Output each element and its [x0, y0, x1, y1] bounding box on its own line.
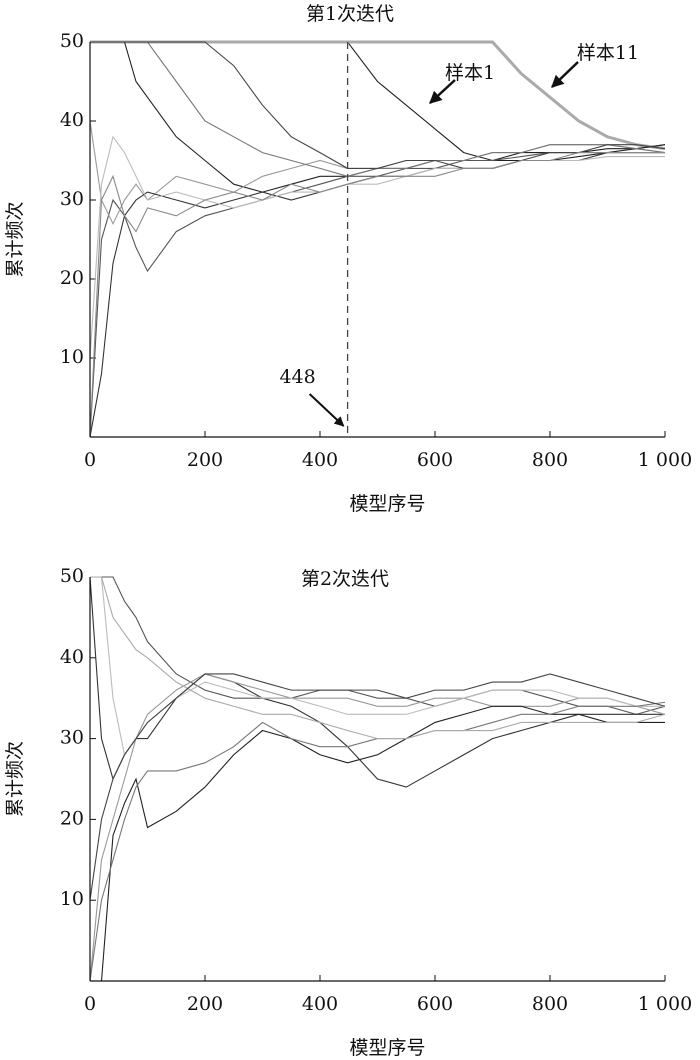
- annotation: 样本1: [445, 62, 495, 84]
- lines: [90, 576, 665, 981]
- annotation: 样本11: [577, 42, 639, 64]
- series-line: [90, 673, 665, 901]
- series-line: [90, 576, 665, 715]
- x-tick-label: 1 000: [638, 449, 692, 471]
- series-line: [90, 576, 665, 740]
- annotation-arrow: [551, 61, 579, 88]
- series-line: [90, 673, 665, 981]
- x-tick-label: 400: [302, 993, 338, 1015]
- x-tick-label: 0: [84, 993, 96, 1015]
- y-tick-label: 20: [60, 267, 84, 289]
- y-tick-label: 50: [60, 565, 84, 587]
- series-line: [90, 576, 665, 757]
- marker-arrow: [308, 393, 345, 427]
- x-axis-label: 模型序号: [349, 493, 425, 515]
- y-tick-label: 40: [60, 109, 84, 131]
- series-line: [90, 152, 665, 437]
- series-line: [90, 152, 665, 437]
- x-tick-label: 800: [532, 449, 568, 471]
- marker-label: 448: [279, 366, 315, 388]
- y-tick-label: 10: [60, 346, 84, 368]
- y-tick-label: 10: [60, 888, 84, 910]
- series-line: [90, 705, 665, 981]
- x-tick-label: 600: [417, 993, 453, 1015]
- y-tick-label: 30: [60, 188, 84, 210]
- x-tick-label: 200: [187, 449, 223, 471]
- y-tick-label: 50: [60, 30, 84, 52]
- x-tick-label: 400: [302, 449, 338, 471]
- x-tick-label: 200: [187, 993, 223, 1015]
- annotation-arrow: [429, 79, 456, 104]
- y-axis-label: 累计频次: [4, 201, 26, 277]
- y-tick-label: 40: [60, 646, 84, 668]
- series-line: [90, 41, 665, 169]
- series-line: [90, 152, 665, 437]
- chart-title: 第2次迭代: [301, 568, 389, 590]
- y-axis-label: 累计频次: [4, 741, 26, 817]
- x-tick-label: 1 000: [638, 993, 692, 1015]
- series-line: [90, 135, 665, 359]
- x-axis-label: 模型序号: [349, 1037, 425, 1059]
- x-tick-label: 0: [84, 449, 96, 471]
- x-tick-label: 800: [532, 993, 568, 1015]
- series-line: [90, 701, 665, 981]
- y-tick-label: 20: [60, 807, 84, 829]
- y-tick-label: 30: [60, 727, 84, 749]
- lines: [90, 40, 665, 437]
- series-line: [90, 41, 665, 193]
- chart-title: 第1次迭代: [306, 3, 394, 25]
- x-tick-label: 600: [417, 449, 453, 471]
